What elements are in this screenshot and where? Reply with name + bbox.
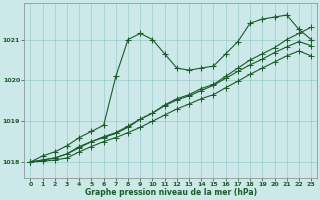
X-axis label: Graphe pression niveau de la mer (hPa): Graphe pression niveau de la mer (hPa) [85, 188, 257, 197]
